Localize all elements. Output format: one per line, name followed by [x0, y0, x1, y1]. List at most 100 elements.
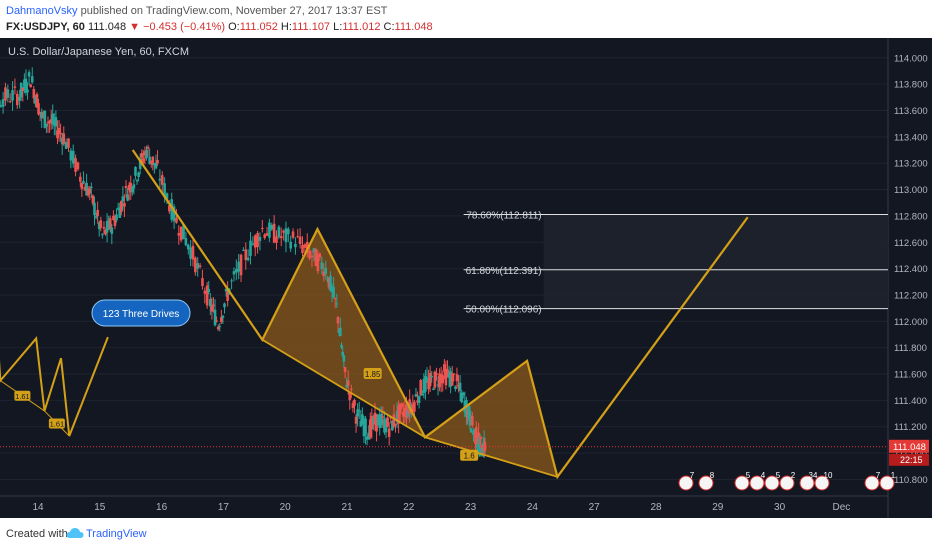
candle-body	[444, 368, 448, 386]
candle-body	[387, 428, 391, 438]
candle-body	[149, 160, 153, 164]
candle-body	[51, 113, 55, 125]
y-tick-label: 111.800	[894, 343, 927, 354]
tradingview-cloud-icon	[66, 528, 84, 538]
candle-body	[364, 418, 367, 435]
candle-body	[41, 113, 45, 116]
candle-body	[242, 249, 245, 251]
candle-body	[424, 376, 427, 392]
candle-body	[220, 317, 223, 323]
candle-body	[428, 373, 432, 387]
low-value: 111.012	[342, 21, 381, 33]
author-link[interactable]: DahmanoVsky	[6, 5, 78, 17]
candle-body	[135, 180, 139, 182]
close-value: 111.048	[394, 21, 433, 33]
candle-body	[458, 382, 462, 391]
candle-body	[342, 355, 346, 362]
open-value: 111.052	[239, 21, 278, 33]
candle-body	[137, 172, 140, 178]
candle-body	[49, 119, 53, 123]
candle-body	[483, 441, 487, 451]
y-tick-label: 113.200	[894, 159, 928, 170]
candle-body	[443, 364, 446, 372]
candle-body	[449, 371, 452, 387]
candle-body	[249, 240, 252, 256]
chart-title: U.S. Dollar/Japanese Yen, 60, FXCM	[8, 46, 189, 58]
event-count: 5	[776, 471, 781, 480]
candle-body	[332, 286, 335, 298]
candle-body	[88, 188, 92, 194]
three-drives-ratio: 1.61	[50, 419, 65, 428]
candle-body	[339, 327, 342, 337]
tradingview-brand[interactable]: TradingView	[86, 528, 147, 540]
candle-body	[148, 156, 151, 165]
candle-body	[368, 419, 372, 438]
candle-body	[244, 249, 248, 261]
candle-body	[145, 150, 148, 159]
candle-body	[86, 189, 90, 196]
candle-body	[370, 416, 374, 429]
fib-label: 50.00%(112.096)	[466, 305, 542, 316]
price-axis	[888, 38, 932, 518]
x-tick-label: 15	[94, 502, 106, 513]
candle-body	[179, 226, 183, 241]
candle-body	[37, 103, 40, 115]
candle-body	[362, 424, 366, 437]
candle-body	[168, 205, 171, 212]
event-count: 8	[710, 471, 715, 480]
candle-body	[436, 384, 440, 386]
pattern-base-2	[424, 436, 558, 478]
candle-body	[361, 414, 364, 425]
candle-body	[29, 84, 32, 88]
candle-body	[324, 267, 328, 275]
candle-body	[175, 217, 178, 223]
candle-body	[56, 130, 59, 139]
candle-body	[18, 96, 21, 101]
candle-body	[310, 255, 314, 258]
candle-body	[474, 427, 478, 445]
candle-body	[218, 325, 222, 327]
candle-body	[450, 373, 454, 386]
three-drives-ratio-tag	[48, 418, 65, 429]
candle-body	[99, 220, 103, 228]
candle-body	[107, 220, 110, 230]
event-flag-icon	[879, 475, 895, 491]
candle-body	[201, 278, 204, 287]
change-value: ▼ −0.453 (−0.41%)	[129, 21, 226, 33]
candle-body	[287, 228, 290, 235]
candle-body	[131, 187, 134, 193]
candle-body	[64, 141, 68, 149]
event-flag-icon	[678, 475, 694, 491]
candle-body	[365, 436, 369, 440]
y-tick-label: 113.400	[894, 132, 928, 143]
candle-body	[143, 151, 147, 156]
candle-body	[184, 238, 188, 246]
candle-body	[104, 229, 107, 235]
candle-body	[182, 224, 185, 240]
candle-body	[35, 93, 39, 108]
candle-body	[416, 400, 419, 403]
candle-body	[45, 124, 48, 127]
candle-body	[296, 236, 300, 238]
candle-body	[282, 230, 285, 233]
candle-body	[378, 415, 382, 429]
candle-body	[294, 243, 297, 248]
candle-body	[163, 183, 166, 197]
candle-body	[329, 275, 332, 291]
candle-body	[205, 285, 209, 306]
created-with-text: Created with	[6, 528, 68, 540]
candle-body	[413, 401, 416, 412]
chart-area[interactable]: 114.000 113.800 113.600 113.400 113.200 113.0…	[0, 38, 932, 518]
candle-body	[230, 280, 233, 282]
y-tick-label: 111.600	[894, 370, 927, 381]
candle-body	[327, 277, 331, 288]
y-tick-label: 112.400	[894, 264, 928, 275]
price-chart[interactable]: 114.000 113.800 113.600 113.400 113.200 113.0…	[0, 38, 932, 518]
candle-body	[19, 82, 23, 98]
candle-body	[375, 414, 378, 432]
candle-body	[112, 215, 115, 221]
event-flag-icon	[749, 475, 765, 491]
symbol-label[interactable]: FX:USDJPY, 60	[6, 21, 85, 33]
y-tick-label: 112.200	[894, 290, 928, 301]
x-tick-label: 20	[280, 502, 292, 513]
